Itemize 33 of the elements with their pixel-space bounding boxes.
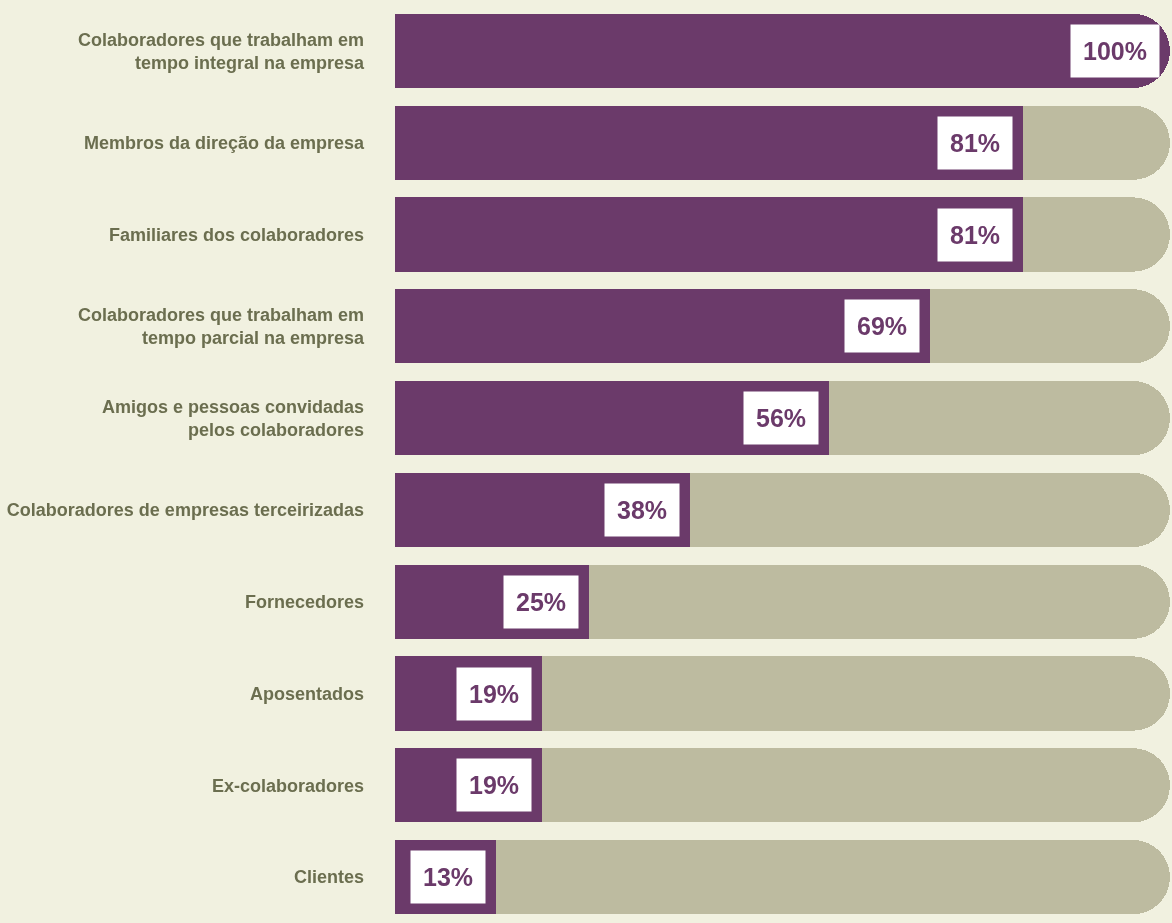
bar (588, 564, 1170, 639)
y-tick-label: Colaboradores que trabalham em tempo parcial na empresa (77, 304, 365, 349)
bar (929, 289, 1170, 364)
bar (395, 289, 930, 364)
y-tick-label: Ex-colaboradores (211, 775, 364, 796)
y-tick-label: Amigos e pessoas convidadas pelos colaboradores (101, 396, 364, 441)
bar (1022, 197, 1170, 272)
y-tick-label: Aposentados (249, 683, 364, 704)
bar (542, 748, 1170, 823)
bar (689, 472, 1170, 548)
data-label: 69% (857, 312, 908, 340)
y-tick-label: Colaboradores de empresas terceirizadas (6, 500, 364, 521)
bar (395, 197, 1023, 272)
y-tick-label: Clientes (293, 867, 364, 888)
y-tick-label: Colaboradores que trabalham em tempo integral na empresa (77, 29, 365, 73)
data-label: 13% (423, 863, 474, 891)
bar (829, 380, 1170, 456)
bar (542, 656, 1170, 731)
y-tick-label: Membros da direção da empresa (83, 133, 365, 153)
data-label: 81% (950, 129, 1001, 157)
bar (395, 105, 1023, 180)
bar (495, 839, 1170, 915)
bar (395, 13, 1170, 89)
data-label: 25% (516, 588, 567, 616)
y-tick-label: Fornecedores (244, 592, 364, 612)
data-label: 56% (756, 404, 807, 432)
y-tick-label: Familiares dos colaboradores (108, 224, 364, 245)
data-label: 19% (469, 771, 520, 799)
data-label: 38% (617, 496, 668, 524)
data-label: 81% (950, 221, 1001, 249)
data-label: 100% (1083, 37, 1147, 65)
data-label: 19% (469, 680, 520, 708)
bar (1022, 105, 1170, 180)
